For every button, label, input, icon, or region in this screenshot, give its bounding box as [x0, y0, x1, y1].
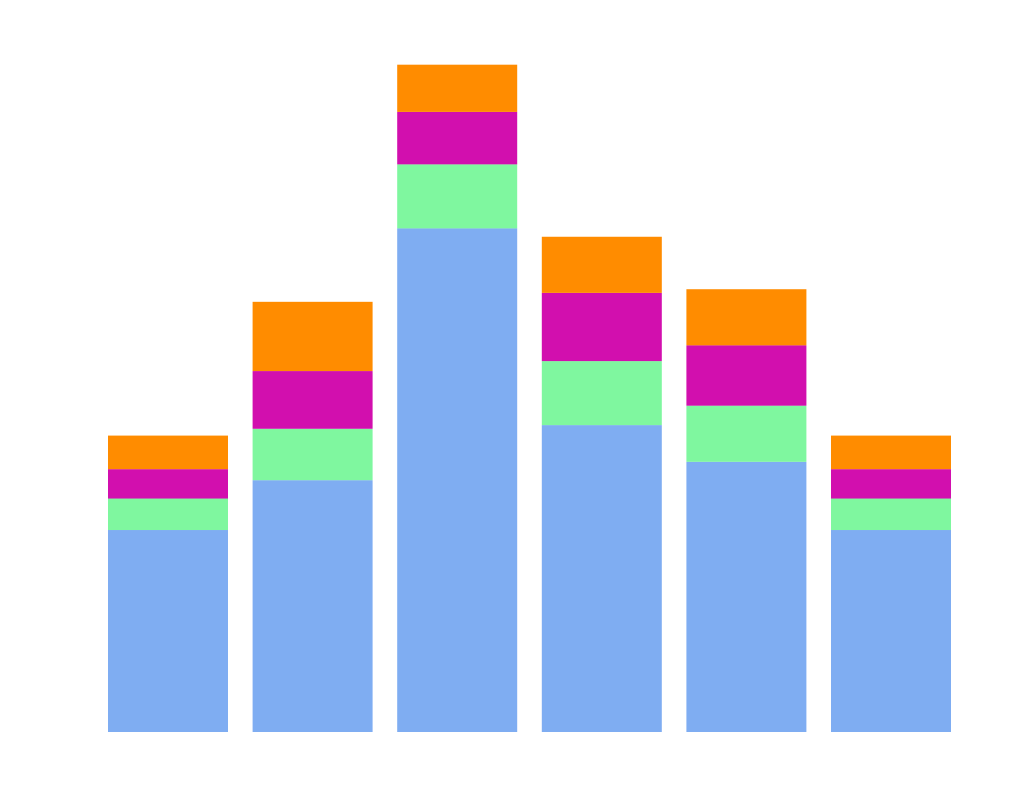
bar-segment-6-series-4	[831, 435, 951, 470]
bars-layer	[108, 64, 951, 732]
bar-segment-6-series-3	[831, 469, 951, 499]
bar-segment-3-series-1	[397, 228, 518, 732]
bar-segment-3-series-3	[397, 111, 518, 165]
bar-segment-2-series-4	[252, 301, 373, 372]
bar-segment-1-series-3	[108, 469, 228, 499]
bar-segment-3-series-2	[397, 164, 518, 229]
bar-segment-2-series-2	[252, 428, 373, 481]
bar-segment-5-series-2	[686, 405, 807, 462]
bar-segment-4-series-2	[541, 361, 662, 426]
bar-segment-3-series-4	[397, 64, 518, 112]
bar-segment-2-series-3	[252, 371, 373, 429]
bar-segment-5-series-3	[686, 345, 807, 406]
bar-segment-4-series-1	[541, 425, 662, 732]
bar-segment-1-series-2	[108, 498, 228, 531]
bar-segment-6-series-2	[831, 498, 951, 531]
bar-segment-6-series-1	[831, 530, 951, 732]
bar-segment-5-series-1	[686, 461, 807, 732]
bar-segment-4-series-4	[541, 236, 662, 293]
bar-segment-1-series-4	[108, 435, 228, 470]
bar-segment-4-series-3	[541, 292, 662, 362]
bar-segment-2-series-1	[252, 480, 373, 732]
bar-segment-1-series-1	[108, 530, 228, 732]
bar-segment-5-series-4	[686, 289, 807, 346]
